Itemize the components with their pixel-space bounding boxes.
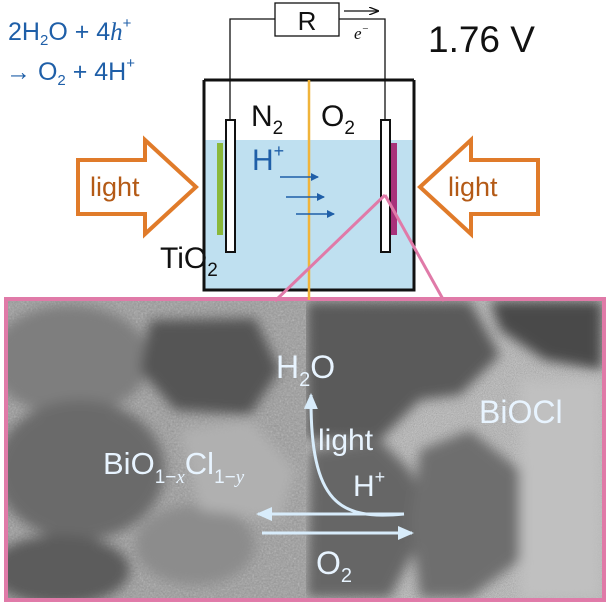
micrograph-light-label: light [318, 424, 374, 457]
zoom-line-right [383, 194, 446, 302]
nanoparticles-left [8, 305, 295, 598]
electrochemical-cell [202, 2, 416, 300]
resistor [274, 2, 340, 37]
biocl-film [391, 143, 397, 235]
proton-label: H+ [252, 141, 284, 177]
tio2-film [217, 143, 223, 235]
tem-micrograph [4, 297, 606, 602]
light-arrow-left [76, 135, 199, 239]
reaction-line-1: 2H2O + 4h+ [8, 15, 132, 49]
light-label-right: light [448, 172, 498, 202]
light-arrow-right [417, 135, 540, 239]
wire-left [229, 18, 275, 120]
inset-frame [4, 297, 606, 602]
nanoparticles-right [306, 301, 602, 598]
electron-label: e− [354, 23, 369, 43]
tem-left-panel [8, 301, 306, 598]
zoom-line-left [273, 193, 387, 303]
reaction-line-2: → O2 + 4H+ [6, 55, 135, 89]
micrograph-proton-label: H+ [353, 467, 385, 503]
right-electrode [380, 119, 391, 253]
tio2-label: TiO2 [160, 242, 218, 281]
biocl-label: BiOCl [479, 394, 563, 430]
light-label-left: light [90, 172, 140, 202]
cell-voltage: 1.76 V [428, 19, 535, 60]
resistor-label: R [298, 6, 317, 36]
water-label: H2O [276, 349, 335, 391]
anode-gas-label: O2 [321, 100, 355, 139]
bio-xcl-label: BiO1−xCl1−y [103, 446, 245, 488]
wire-right [339, 18, 386, 120]
micrograph-oxygen-label: O2 [316, 545, 352, 587]
cathode-gas-label: N2 [251, 100, 283, 139]
left-electrode [225, 119, 236, 253]
tem-right-panel [306, 301, 602, 598]
